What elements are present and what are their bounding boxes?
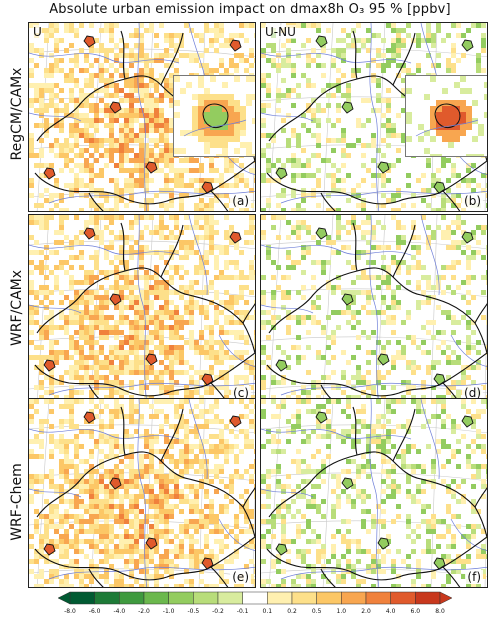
colorbar-segment: [119, 591, 145, 605]
colorbar-tick: 1.0: [336, 608, 347, 615]
colorbar-tick: -0.5: [187, 608, 200, 615]
map-c: [29, 215, 255, 403]
inset-zoom-a: [173, 75, 255, 157]
colorbar-tick: 4.0: [385, 608, 396, 615]
panel-letter-a: (a): [230, 194, 251, 208]
panel-letter-e: (e): [230, 570, 251, 584]
map-e: [29, 399, 255, 587]
map-panel-d: (d): [260, 214, 488, 404]
colorbar-tick: 6.0: [410, 608, 421, 615]
colorbar-segment: [415, 591, 441, 605]
colorbar-segment: [316, 591, 342, 605]
colorbar-segment: [291, 591, 317, 605]
colorbar-segment: [168, 591, 194, 605]
inset-map-b: [406, 76, 487, 156]
colorbar-extend-low: [57, 591, 71, 605]
colorbar-tick: -0.1: [236, 608, 249, 615]
colorbar-tick: -6.0: [88, 608, 101, 615]
map-d: [261, 215, 487, 403]
colorbar-tick: 0.1: [262, 608, 273, 615]
colorbar-segment: [217, 591, 243, 605]
row-label-regcm-camx: RegCM/CAMx: [9, 67, 25, 161]
colorbar-tick: -0.2: [212, 608, 224, 615]
colorbar-tick: -8.0: [64, 608, 76, 615]
colorbar-tick: 0.5: [311, 608, 322, 615]
corner-label-b: U-NU: [265, 25, 296, 39]
row-label-wrf-camx: WRF/CAMx: [9, 269, 25, 347]
map-panel-e: (e): [28, 398, 256, 588]
map-f: [261, 399, 487, 587]
inset-zoom-b: [405, 75, 487, 157]
colorbar-segment: [143, 591, 169, 605]
corner-label-a: U: [33, 25, 42, 39]
panel-letter-f: (f): [465, 570, 483, 584]
inset-map-a: [174, 76, 255, 156]
figure-title: Absolute urban emission impact on dmax8h…: [49, 2, 451, 17]
colorbar-tick: 2.0: [361, 608, 371, 615]
colorbar-segment: [69, 591, 95, 605]
map-panel-f: (f): [260, 398, 488, 588]
colorbar-segment: [193, 591, 219, 605]
row-label-wrf-chem: WRF-Chem: [9, 463, 25, 541]
colorbar-tick: -4.0: [113, 608, 126, 615]
colorbar-segment: [365, 591, 391, 605]
panel-letter-b: (b): [462, 194, 483, 208]
colorbar-tick: -1.0: [162, 608, 175, 615]
panel-letter-d: (d): [462, 386, 483, 400]
colorbar: [57, 591, 453, 605]
colorbar-segment: [267, 591, 293, 605]
colorbar-tick: -2.0: [138, 608, 150, 615]
colorbar-segment: [242, 591, 268, 605]
map-panel-c: (c): [28, 214, 256, 404]
map-panel-a: U (a): [28, 22, 256, 212]
colorbar-segment: [341, 591, 367, 605]
colorbar-segment: [94, 591, 120, 605]
colorbar-tick: 8.0: [435, 608, 445, 615]
panel-letter-c: (c): [231, 386, 251, 400]
colorbar-extend-high: [439, 591, 453, 605]
colorbar-segment: [390, 591, 416, 605]
map-panel-b: U-NU (b): [260, 22, 488, 212]
colorbar-tick: 0.2: [287, 608, 297, 615]
